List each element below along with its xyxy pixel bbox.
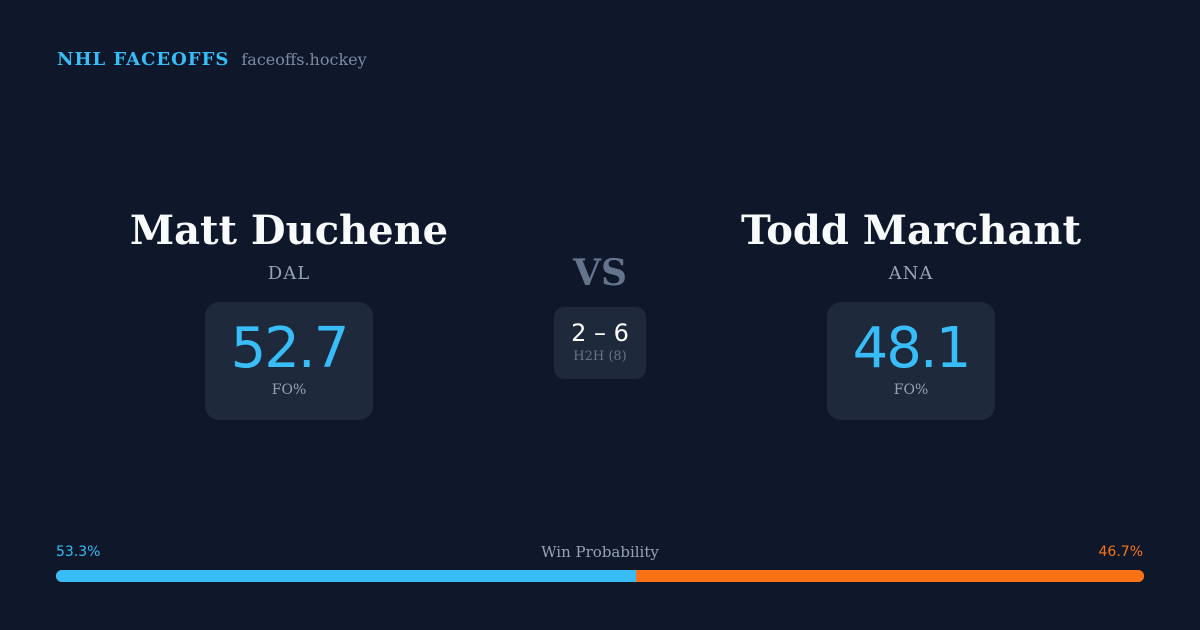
win-prob-bar	[56, 570, 1144, 582]
player-2-team: ANA	[888, 263, 934, 284]
player-2-name: Todd Marchant	[741, 207, 1081, 254]
h2h-card: 2 – 6 H2H (8)	[554, 307, 646, 379]
player-1-fo-card: 52.7 FO%	[205, 302, 373, 420]
vs-label: VS	[573, 252, 627, 294]
h2h-score: 2 – 6	[571, 319, 629, 347]
win-prob-right: 46.7%	[1098, 544, 1143, 560]
win-prob-bar-right	[635, 570, 1144, 582]
player-2-fo-card: 48.1 FO%	[827, 302, 995, 420]
win-prob-bar-left	[56, 570, 636, 582]
player-1-fo-label: FO%	[271, 382, 307, 398]
brand-header: NHL FACEOFFS faceoffs.hockey	[57, 49, 367, 70]
player-1-team: DAL	[267, 263, 311, 284]
player-2-fo-pct: 48.1	[852, 316, 972, 381]
win-prob-left: 53.3%	[56, 544, 101, 560]
brand-title: NHL FACEOFFS	[57, 49, 230, 70]
brand-domain: faceoffs.hockey	[241, 50, 367, 69]
player-1: Matt Duchene DAL 52.7 FO%	[89, 205, 489, 420]
player-2-fo-label: FO%	[893, 382, 929, 398]
player-1-name: Matt Duchene	[129, 207, 449, 254]
player-2: Todd Marchant ANA 48.1 FO%	[711, 205, 1111, 420]
player-1-fo-pct: 52.7	[230, 316, 350, 381]
win-prob-title: Win Probability	[541, 543, 659, 561]
h2h-label: H2H (8)	[573, 349, 627, 364]
